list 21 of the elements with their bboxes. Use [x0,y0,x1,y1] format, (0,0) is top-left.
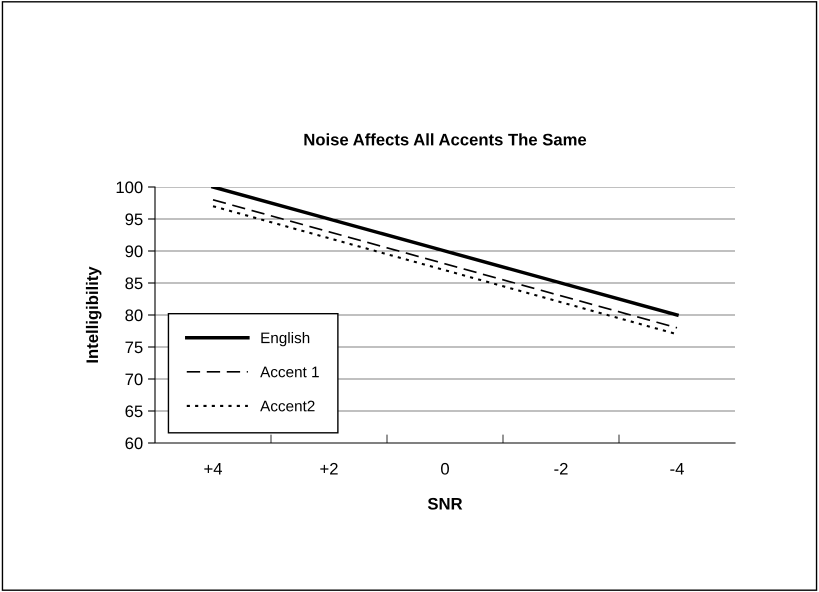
y-tick-label: 80 [125,309,143,322]
chart-title: Noise Affects All Accents The Same [304,133,586,146]
line-series [211,187,679,317]
x-tick-label: +4 [204,463,222,475]
y-tick-label: 70 [126,373,143,386]
x-tick-label: +2 [320,462,338,475]
x-tick-label: -2 [554,462,568,475]
y-tick-label: 65 [126,405,142,418]
x-axis-title: SNR [428,498,462,510]
legend-label: English [261,332,310,346]
y-tick-label: 60 [126,437,143,450]
y-axis-title: Intelligibility [86,266,102,362]
y-tick-label: 100 [116,181,143,194]
x-tick-label: 0 [441,462,449,475]
y-tick-label: 75 [126,342,142,354]
y-tick-label: 95 [125,213,142,226]
y-tick-label: 85 [125,277,142,290]
legend-label: Accent 1 [260,366,319,378]
x-tick-label: -4 [670,463,684,475]
y-tick-label: 90 [125,245,143,258]
legend-label: Accent2 [260,400,315,412]
